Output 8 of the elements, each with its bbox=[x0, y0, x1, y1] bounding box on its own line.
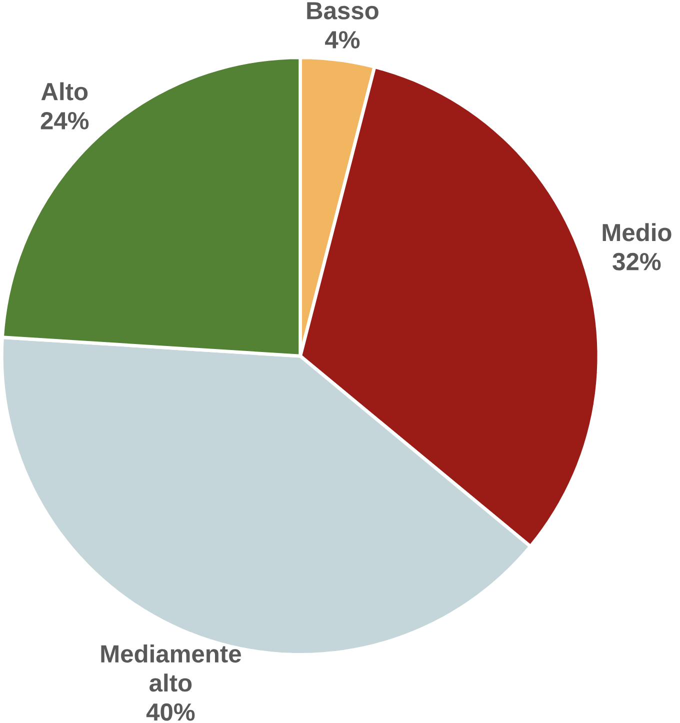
data-label: 32% bbox=[612, 252, 661, 270]
slice-label: Basso bbox=[307, 2, 378, 20]
slice-label: Mediamente alto bbox=[101, 644, 241, 692]
data-label: 4% bbox=[324, 31, 360, 48]
data-label: 24% bbox=[40, 112, 88, 130]
data-label: 40% bbox=[146, 703, 195, 721]
slice-label: Medio bbox=[602, 223, 672, 242]
slice-label: Alto bbox=[41, 82, 88, 100]
